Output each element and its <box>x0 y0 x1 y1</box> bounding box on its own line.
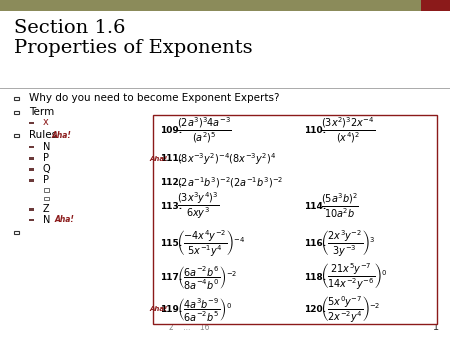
Text: $\dfrac{(3x^3y^4)^3}{6xy^3}$: $\dfrac{(3x^3y^4)^3}{6xy^3}$ <box>177 191 219 221</box>
Bar <box>29 179 34 182</box>
FancyBboxPatch shape <box>153 115 436 324</box>
Text: 114.: 114. <box>304 202 326 211</box>
Bar <box>29 146 34 148</box>
Text: $(x)^4 = x^4$: $(x)^4 = x^4$ <box>377 170 419 185</box>
Text: $\dfrac{(5a^3b)^2}{10a^2b}$: $\dfrac{(5a^3b)^2}{10a^2b}$ <box>321 192 359 220</box>
Text: 1: 1 <box>432 322 439 332</box>
Text: Aha!: Aha! <box>54 215 74 224</box>
Bar <box>14 97 19 100</box>
Text: N: N <box>43 142 50 152</box>
Bar <box>0 0 421 11</box>
Text: Term: Term <box>29 107 54 117</box>
Text: 111.: 111. <box>160 154 182 163</box>
Text: 119.: 119. <box>160 305 182 314</box>
Text: 118.: 118. <box>304 273 326 282</box>
Bar <box>14 134 19 137</box>
Bar <box>14 111 19 114</box>
Text: $\left(\dfrac{21x^5y^{-7}}{14x^{-2}y^{-6}}\right)^0$: $\left(\dfrac{21x^5y^{-7}}{14x^{-2}y^{-6… <box>321 262 387 292</box>
Text: 112.: 112. <box>160 178 182 187</box>
Text: 109.: 109. <box>160 126 182 135</box>
Text: Why do you need to become Exponent Experts?: Why do you need to become Exponent Exper… <box>29 93 280 103</box>
Text: 115.: 115. <box>160 239 182 248</box>
Text: 2    ...    16: 2 ... 16 <box>169 323 209 332</box>
Text: $\left(\dfrac{6a^{-2}b^6}{8a^{-4}b^0}\right)^{-2}$: $\left(\dfrac{6a^{-2}b^6}{8a^{-4}b^0}\ri… <box>177 264 237 291</box>
Bar <box>29 168 34 171</box>
Text: x: x <box>43 117 49 127</box>
Text: 120.: 120. <box>304 305 326 314</box>
Text: P: P <box>43 153 49 163</box>
Bar <box>14 231 19 234</box>
Bar <box>421 0 450 11</box>
Text: P: P <box>43 175 49 185</box>
Bar <box>29 219 34 221</box>
Text: 117.: 117. <box>160 273 182 282</box>
Text: 113.: 113. <box>160 202 182 211</box>
Text: $\left(\dfrac{4a^3b^{-9}}{6a^{-2}b^5}\right)^0$: $\left(\dfrac{4a^3b^{-9}}{6a^{-2}b^5}\ri… <box>177 296 232 323</box>
Text: $\dfrac{(2a^3)^3 4a^{-3}}{(a^2)^5}$: $\dfrac{(2a^3)^3 4a^{-3}}{(a^2)^5}$ <box>177 115 232 145</box>
Bar <box>29 157 34 160</box>
Text: Aha!: Aha! <box>150 156 168 162</box>
Text: Aha!: Aha! <box>150 306 168 312</box>
Text: Section 1.6: Section 1.6 <box>14 19 125 37</box>
Text: 116.: 116. <box>304 239 326 248</box>
Text: $(2a^{-1}b^3)^{-2}(2a^{-1}b^3)^{-2}$: $(2a^{-1}b^3)^{-2}(2a^{-1}b^3)^{-2}$ <box>177 175 283 190</box>
Text: $\dfrac{(3x^2)^3 2x^{-4}}{(x^4)^2}$: $\dfrac{(3x^2)^3 2x^{-4}}{(x^4)^2}$ <box>321 115 375 145</box>
Text: $\left(\dfrac{5x^0y^{-7}}{2x^{-2}y^4}\right)^{-2}$: $\left(\dfrac{5x^0y^{-7}}{2x^{-2}y^4}\ri… <box>321 294 380 324</box>
Text: Properties of Exponents: Properties of Exponents <box>14 39 252 57</box>
Bar <box>44 188 49 192</box>
Bar <box>29 122 34 124</box>
Text: 110.: 110. <box>304 126 326 135</box>
Text: $\left(\dfrac{-4x^4y^{-2}}{5x^{-1}y^4}\right)^{-4}$: $\left(\dfrac{-4x^4y^{-2}}{5x^{-1}y^4}\r… <box>177 228 245 259</box>
Text: Z: Z <box>43 204 50 214</box>
Text: Q: Q <box>43 164 50 174</box>
Text: Aha!: Aha! <box>52 131 72 140</box>
Bar <box>29 208 34 211</box>
Text: $\left(\dfrac{2x^3y^{-2}}{3y^{-3}}\right)^3$: $\left(\dfrac{2x^3y^{-2}}{3y^{-3}}\right… <box>321 228 375 259</box>
Text: $(8x^{-3}y^2)^{-4}(8x^{-3}y^2)^4$: $(8x^{-3}y^2)^{-4}(8x^{-3}y^2)^4$ <box>177 151 276 167</box>
Text: Rules: Rules <box>29 130 58 140</box>
Bar <box>44 197 49 200</box>
Text: N: N <box>43 215 50 225</box>
